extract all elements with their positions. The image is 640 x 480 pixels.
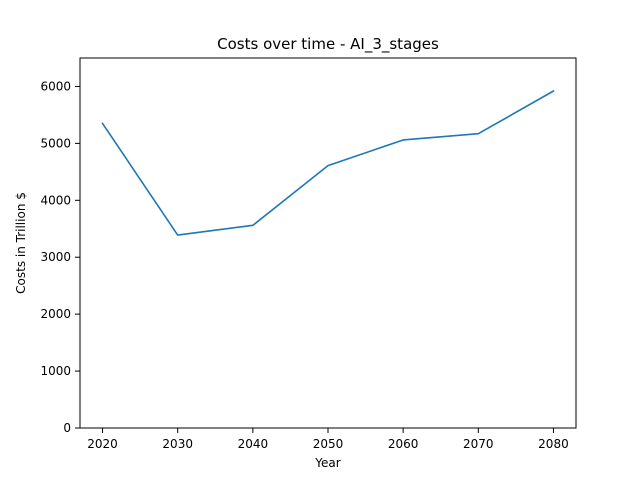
y-tick-label: 6000 (40, 79, 71, 93)
y-tick-label: 5000 (40, 136, 71, 150)
x-axis-label: Year (314, 456, 340, 470)
series-layer (101, 89, 555, 236)
x-tick-label: 2080 (538, 437, 569, 451)
x-tick-label: 2030 (162, 437, 193, 451)
x-tick-label: 2070 (463, 437, 494, 451)
series-line-0 (101, 89, 555, 236)
x-axis: 2020 2030 2040 2050 2060 2070 2080 (87, 428, 569, 451)
y-axis: 0 1000 2000 3000 4000 5000 6000 (40, 79, 80, 435)
y-tick-label: 1000 (40, 364, 71, 378)
y-tick-label: 2000 (40, 307, 71, 321)
y-tick-label: 4000 (40, 193, 71, 207)
x-tick-label: 2050 (313, 437, 344, 451)
y-tick-label: 3000 (40, 250, 71, 264)
plot-frame (79, 57, 577, 429)
y-tick-label: 0 (63, 421, 71, 435)
x-tick-label: 2060 (388, 437, 419, 451)
chart-title: Costs over time - AI_3_stages (217, 35, 439, 54)
x-tick-label: 2040 (238, 437, 269, 451)
x-tick-label: 2020 (87, 437, 118, 451)
y-axis-label: Costs in Trillion $ (14, 192, 28, 294)
